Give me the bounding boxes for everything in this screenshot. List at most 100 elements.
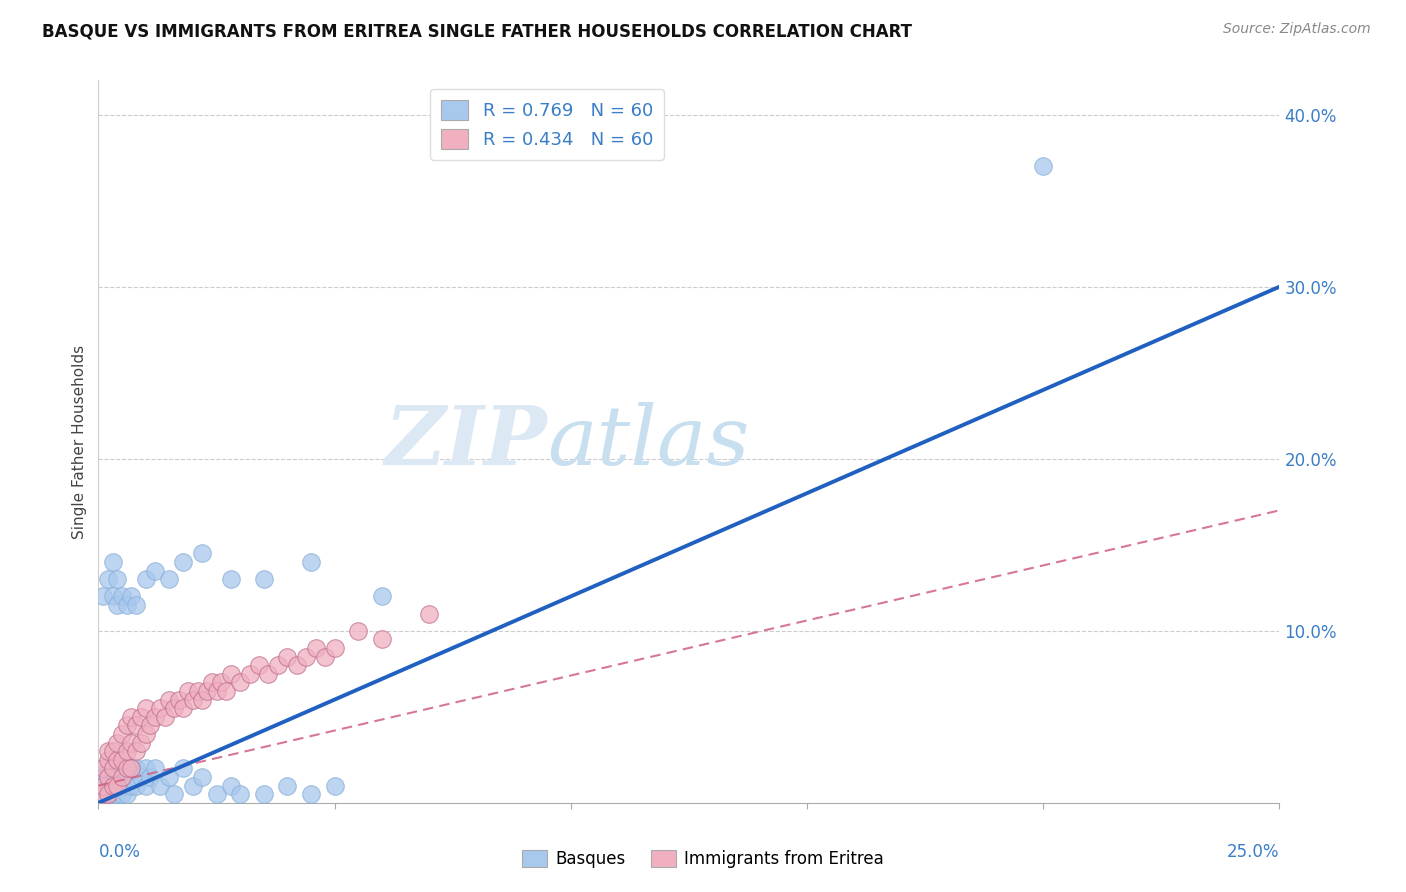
Point [121,590,143,604]
Point [97,572,120,586]
Point [299,555,322,569]
Point [111,727,134,741]
Point [276,779,298,793]
Text: BASQUE VS IMMIGRANTS FROM ERITREA SINGLE FATHER HOUSEHOLDS CORRELATION CHART: BASQUE VS IMMIGRANTS FROM ERITREA SINGLE… [42,22,912,40]
Point [115,744,138,758]
Point [195,684,218,698]
Point [91,779,114,793]
Point [295,649,318,664]
Point [253,572,276,586]
Legend: R = 0.769   N = 60, R = 0.434   N = 60: R = 0.769 N = 60, R = 0.434 N = 60 [430,89,664,160]
Point [97,787,120,801]
Point [209,675,232,690]
Legend: Basques, Immigrants from Eritrea: Basques, Immigrants from Eritrea [516,843,890,875]
Point [125,718,148,732]
Text: 25.0%: 25.0% [1227,843,1279,861]
Point [172,761,194,775]
Point [247,658,270,673]
Point [167,692,190,706]
Point [143,710,166,724]
Point [215,684,238,698]
Point [101,761,124,775]
Point [121,761,143,775]
Point [111,787,134,801]
Point [111,770,134,784]
Point [101,761,124,775]
Point [1032,159,1054,173]
Point [97,761,120,775]
Point [205,684,228,698]
Point [115,761,138,775]
Point [97,753,120,767]
Point [239,666,262,681]
Point [121,710,143,724]
Point [139,770,162,784]
Point [101,555,124,569]
Point [97,787,120,801]
Point [105,598,128,612]
Point [121,735,143,749]
Point [163,701,186,715]
Point [323,640,346,655]
Point [125,744,148,758]
Point [219,779,242,793]
Point [201,675,224,690]
Y-axis label: Single Father Households: Single Father Households [72,344,87,539]
Point [229,675,252,690]
Point [172,701,194,715]
Point [101,770,124,784]
Text: ZIP: ZIP [385,401,547,482]
Point [129,710,152,724]
Point [285,658,308,673]
Point [97,744,120,758]
Point [135,761,157,775]
Point [187,684,209,698]
Point [135,701,157,715]
Point [91,590,114,604]
Point [219,666,242,681]
Point [149,701,172,715]
Point [101,779,124,793]
Text: atlas: atlas [547,401,749,482]
Point [371,632,394,647]
Point [101,779,124,793]
Point [101,590,124,604]
Point [91,770,114,784]
Point [111,590,134,604]
Point [125,761,148,775]
Point [418,607,440,621]
Point [97,770,120,784]
Point [139,718,162,732]
Point [143,761,166,775]
Point [121,761,143,775]
Point [267,658,290,673]
Point [205,787,228,801]
Point [163,787,186,801]
Point [371,590,394,604]
Point [91,779,114,793]
Point [105,735,128,749]
Point [191,770,214,784]
Point [101,787,124,801]
Point [347,624,370,638]
Point [191,546,214,560]
Point [105,779,128,793]
Text: 0.0%: 0.0% [98,843,141,861]
Point [135,727,157,741]
Point [105,572,128,586]
Point [305,640,328,655]
Point [143,564,166,578]
Point [91,787,114,801]
Point [149,779,172,793]
Point [105,779,128,793]
Point [115,598,138,612]
Point [135,572,157,586]
Point [129,735,152,749]
Point [172,555,194,569]
Point [105,770,128,784]
Point [191,692,214,706]
Point [181,779,204,793]
Point [105,787,128,801]
Point [105,753,128,767]
Point [129,770,152,784]
